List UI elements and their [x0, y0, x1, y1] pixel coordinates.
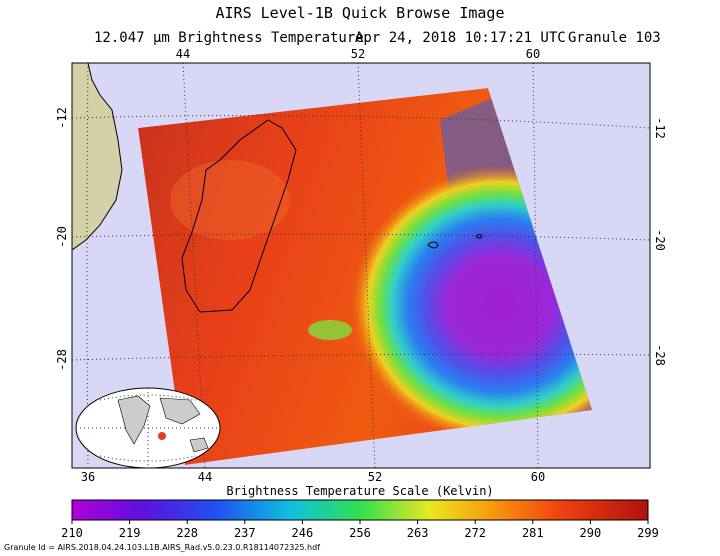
- colorbar-tick-label: 246: [292, 526, 314, 540]
- map-frame: [71, 62, 651, 469]
- lat-label-left: -12: [55, 107, 69, 129]
- lat-label-right: -12: [653, 117, 667, 139]
- lat-label-left: -28: [55, 349, 69, 371]
- colorbar-tick-label: 290: [580, 526, 602, 540]
- colorbar-tick-label: 272: [464, 526, 486, 540]
- colorbar-tick-label: 263: [407, 526, 429, 540]
- colorbar-title: Brightness Temperature Scale (Kelvin): [226, 484, 493, 498]
- colorbar-tick-label: 299: [637, 526, 659, 540]
- lat-label-right: -28: [653, 344, 667, 366]
- colorbar-tick-label: 219: [119, 526, 141, 540]
- subtitle-time: Apr 24, 2018 10:17:21 UTC: [355, 30, 566, 46]
- lon-label-top: 60: [526, 47, 540, 61]
- colorbar-tick-label: 237: [234, 526, 256, 540]
- title: AIRS Level-1B Quick Browse Image: [216, 4, 505, 22]
- subtitle-quantity: 12.047 μm Brightness Temperature: [94, 30, 364, 46]
- lon-label-top: 44: [176, 47, 190, 61]
- graticule-labels: 44 52 60 36 44 52 60 -12 -20 -28 -12 -20 -28: [55, 47, 667, 484]
- lon-label-bottom: 44: [198, 470, 212, 484]
- lon-label-bottom: 36: [81, 470, 95, 484]
- colorbar-tick-label: 228: [176, 526, 198, 540]
- africa-coast: [72, 63, 123, 251]
- colorbar-ticks: 210 219 228 237 246 256 263 272 281 290 299: [61, 520, 659, 540]
- map-area: [72, 63, 650, 468]
- swath: [138, 88, 592, 465]
- colorbar-tick-label: 281: [522, 526, 544, 540]
- lon-label-bottom: 52: [368, 470, 382, 484]
- lat-label-left: -20: [55, 226, 69, 248]
- colorbar-tick-label: 256: [349, 526, 371, 540]
- subtitle-granule: Granule 103: [568, 30, 661, 46]
- colorbar: [71, 499, 649, 521]
- lat-label-right: -20: [653, 229, 667, 251]
- madagascar-coast: [181, 119, 297, 313]
- inset-globe: [75, 387, 221, 468]
- lon-label-bottom: 60: [531, 470, 545, 484]
- islands: [427, 234, 483, 249]
- lon-label-top: 52: [351, 47, 365, 61]
- colorbar-tick-label: 210: [61, 526, 83, 540]
- footer: Granule Id = AIRS.2018.04.24.103.L1B.AIR…: [4, 543, 320, 552]
